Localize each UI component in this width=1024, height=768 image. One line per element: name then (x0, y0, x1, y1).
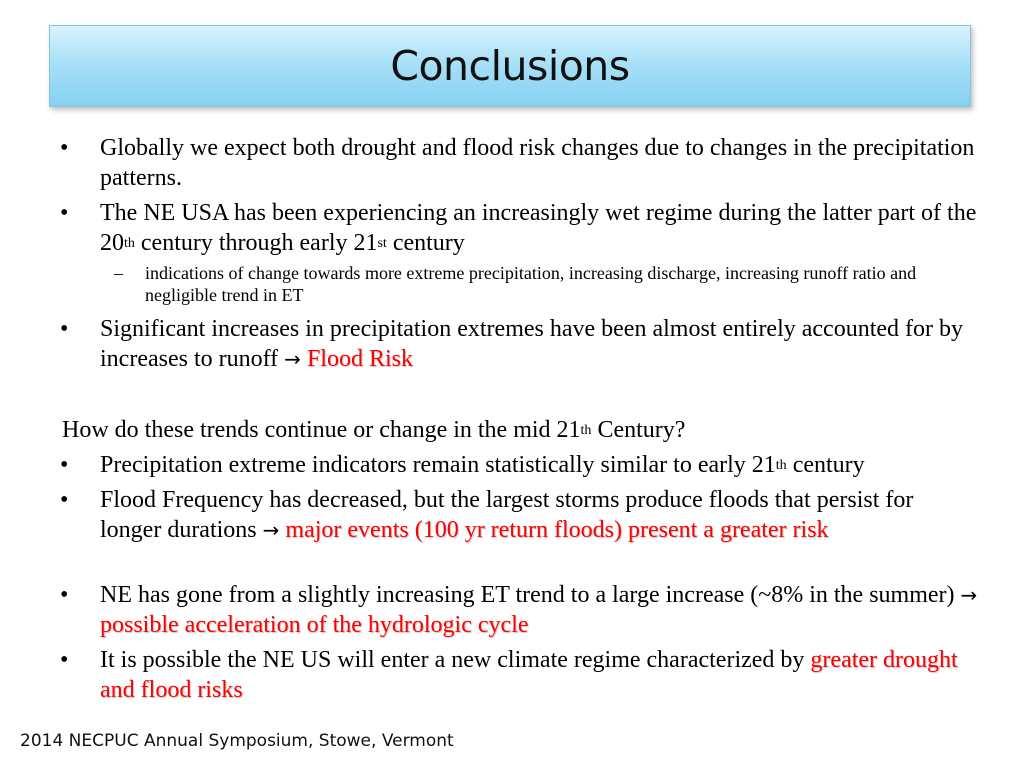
slide-title: Conclusions (390, 42, 630, 90)
bullet-global-risk: Globally we expect both drought and floo… (100, 135, 975, 191)
arrow-right-icon: → (262, 518, 280, 542)
bullet-marker: • (60, 647, 69, 673)
title-banner: Conclusions (49, 25, 971, 107)
bullet-precip-extremes-runoff: Significant increases in precipitation e… (100, 316, 964, 372)
bullet-ne-usa-wet-regime: The NE USA has been experiencing an incr… (100, 200, 977, 256)
bullet-precip-indicators: Precipitation extreme indicators remain … (100, 452, 865, 478)
highlight-drought-flood: greater drought and flood risks (100, 647, 958, 703)
arrow-right-icon: → (960, 583, 978, 607)
slide-footer: 2014 NECPUC Annual Symposium, Stowe, Ver… (20, 731, 454, 751)
bullet-marker: • (60, 200, 69, 226)
bullet-marker: • (60, 582, 69, 608)
bullet-marker: • (60, 316, 69, 342)
sub-bullet-indications: indications of change towards more extre… (145, 263, 917, 305)
bullet-marker: • (60, 452, 69, 478)
bullet-flood-frequency: Flood Frequency has decreased, but the l… (100, 487, 914, 543)
highlight-major-events: major events (100 yr return floods) pres… (285, 517, 829, 543)
bullet-marker: • (60, 487, 69, 513)
highlight-flood-risk: Flood Risk (306, 346, 413, 372)
bullet-marker: • (60, 135, 69, 161)
arrow-right-icon: → (284, 347, 301, 371)
sub-bullet-marker: – (114, 263, 123, 283)
bullet-et-trend: NE has gone from a slightly increasing E… (100, 582, 978, 638)
highlight-hydrologic-cycle: possible acceleration of the hydrologic … (100, 612, 529, 638)
bullet-new-climate-regime: It is possible the NE US will enter a ne… (100, 647, 958, 703)
mid-century-question: How do these trends continue or change i… (62, 417, 686, 443)
